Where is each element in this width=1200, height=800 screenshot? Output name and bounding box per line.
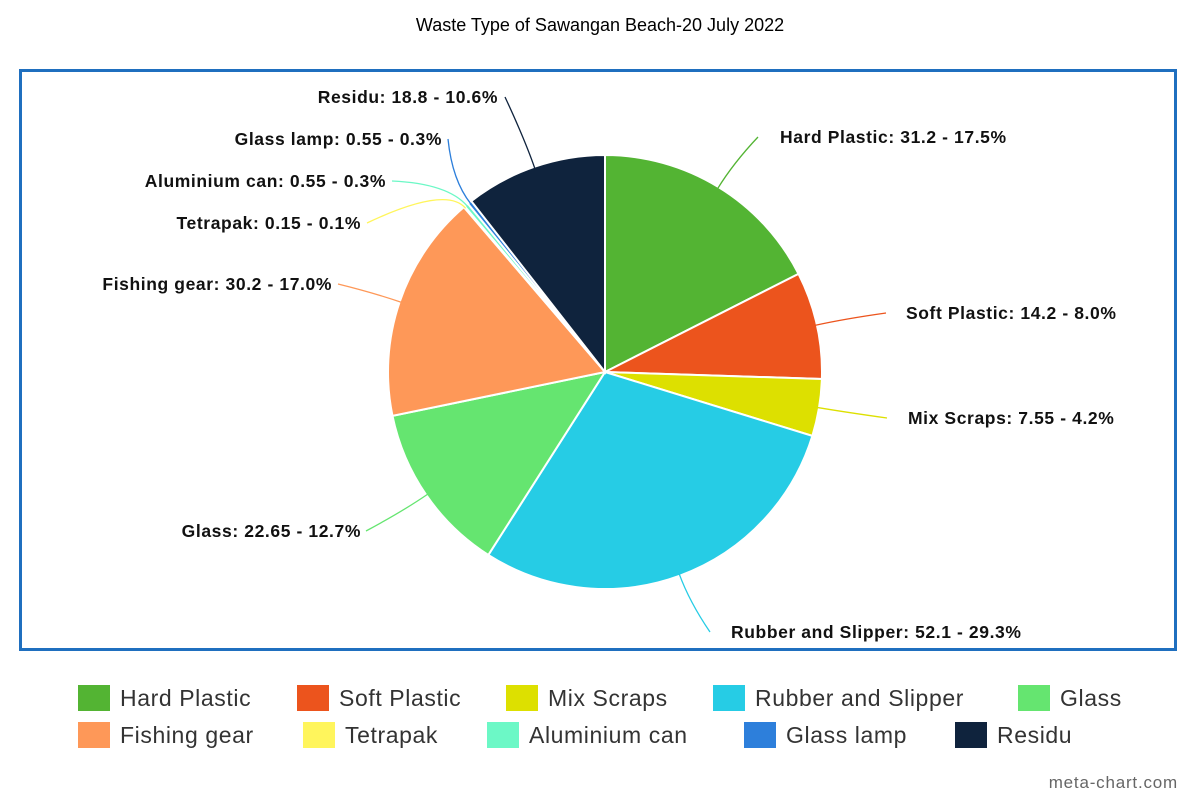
legend-label: Tetrapak (345, 722, 438, 749)
pie-slices (388, 155, 822, 589)
legend-label: Soft Plastic (339, 685, 461, 712)
connector-fishing-gear (338, 284, 402, 302)
data-label-tetrapak: Tetrapak: 0.15 - 0.1% (177, 213, 361, 233)
legend-label: Hard Plastic (120, 685, 251, 712)
connector-mix-scraps (817, 407, 887, 418)
legend-item-glass[interactable]: Glass (1018, 683, 1122, 713)
legend-item-aluminium-can[interactable]: Aluminium can (487, 720, 688, 750)
connector-residu (505, 97, 535, 169)
legend-swatch (487, 722, 519, 748)
data-label-mix-scraps: Mix Scraps: 7.55 - 4.2% (908, 408, 1114, 428)
legend-item-hard-plastic[interactable]: Hard Plastic (78, 683, 251, 713)
data-label-rubber-and-slipper: Rubber and Slipper: 52.1 - 29.3% (731, 622, 1022, 642)
legend-item-residu[interactable]: Residu (955, 720, 1072, 750)
data-label-glass-lamp: Glass lamp: 0.55 - 0.3% (235, 129, 442, 149)
pie-chart: Hard Plastic: 31.2 - 17.5% Soft Plastic: … (0, 0, 1200, 680)
legend-swatch (297, 685, 329, 711)
legend-label: Fishing gear (120, 722, 254, 749)
legend-item-mix-scraps[interactable]: Mix Scraps (506, 683, 668, 713)
legend-item-soft-plastic[interactable]: Soft Plastic (297, 683, 461, 713)
legend-swatch (78, 722, 110, 748)
connector-aluminium-can (392, 181, 468, 207)
connector-soft-plastic (815, 313, 886, 325)
legend-swatch (78, 685, 110, 711)
legend-item-glass-lamp[interactable]: Glass lamp (744, 720, 907, 750)
legend-swatch (303, 722, 335, 748)
legend-item-fishing-gear[interactable]: Fishing gear (78, 720, 254, 750)
legend-item-tetrapak[interactable]: Tetrapak (303, 720, 438, 750)
data-label-fishing-gear: Fishing gear: 30.2 - 17.0% (102, 274, 332, 294)
legend-swatch (1018, 685, 1050, 711)
legend-label: Glass lamp (786, 722, 907, 749)
legend-swatch (506, 685, 538, 711)
legend-swatch (713, 685, 745, 711)
legend-label: Residu (997, 722, 1072, 749)
data-label-soft-plastic: Soft Plastic: 14.2 - 8.0% (906, 303, 1117, 323)
watermark: meta-chart.com (1049, 773, 1178, 793)
legend-item-rubber-and-slipper[interactable]: Rubber and Slipper (713, 683, 964, 713)
legend-label: Rubber and Slipper (755, 685, 964, 712)
data-label-hard-plastic: Hard Plastic: 31.2 - 17.5% (780, 127, 1007, 147)
legend-swatch (744, 722, 776, 748)
legend-label: Glass (1060, 685, 1122, 712)
data-label-residu: Residu: 18.8 - 10.6% (318, 87, 498, 107)
legend-label: Aluminium can (529, 722, 688, 749)
connector-rubber-and-slipper (679, 574, 710, 632)
legend-swatch (955, 722, 987, 748)
data-label-glass: Glass: 22.65 - 12.7% (182, 521, 361, 541)
legend-label: Mix Scraps (548, 685, 668, 712)
connector-hard-plastic (718, 137, 758, 189)
connector-glass (366, 494, 428, 531)
data-label-aluminium-can: Aluminium can: 0.55 - 0.3% (145, 171, 386, 191)
